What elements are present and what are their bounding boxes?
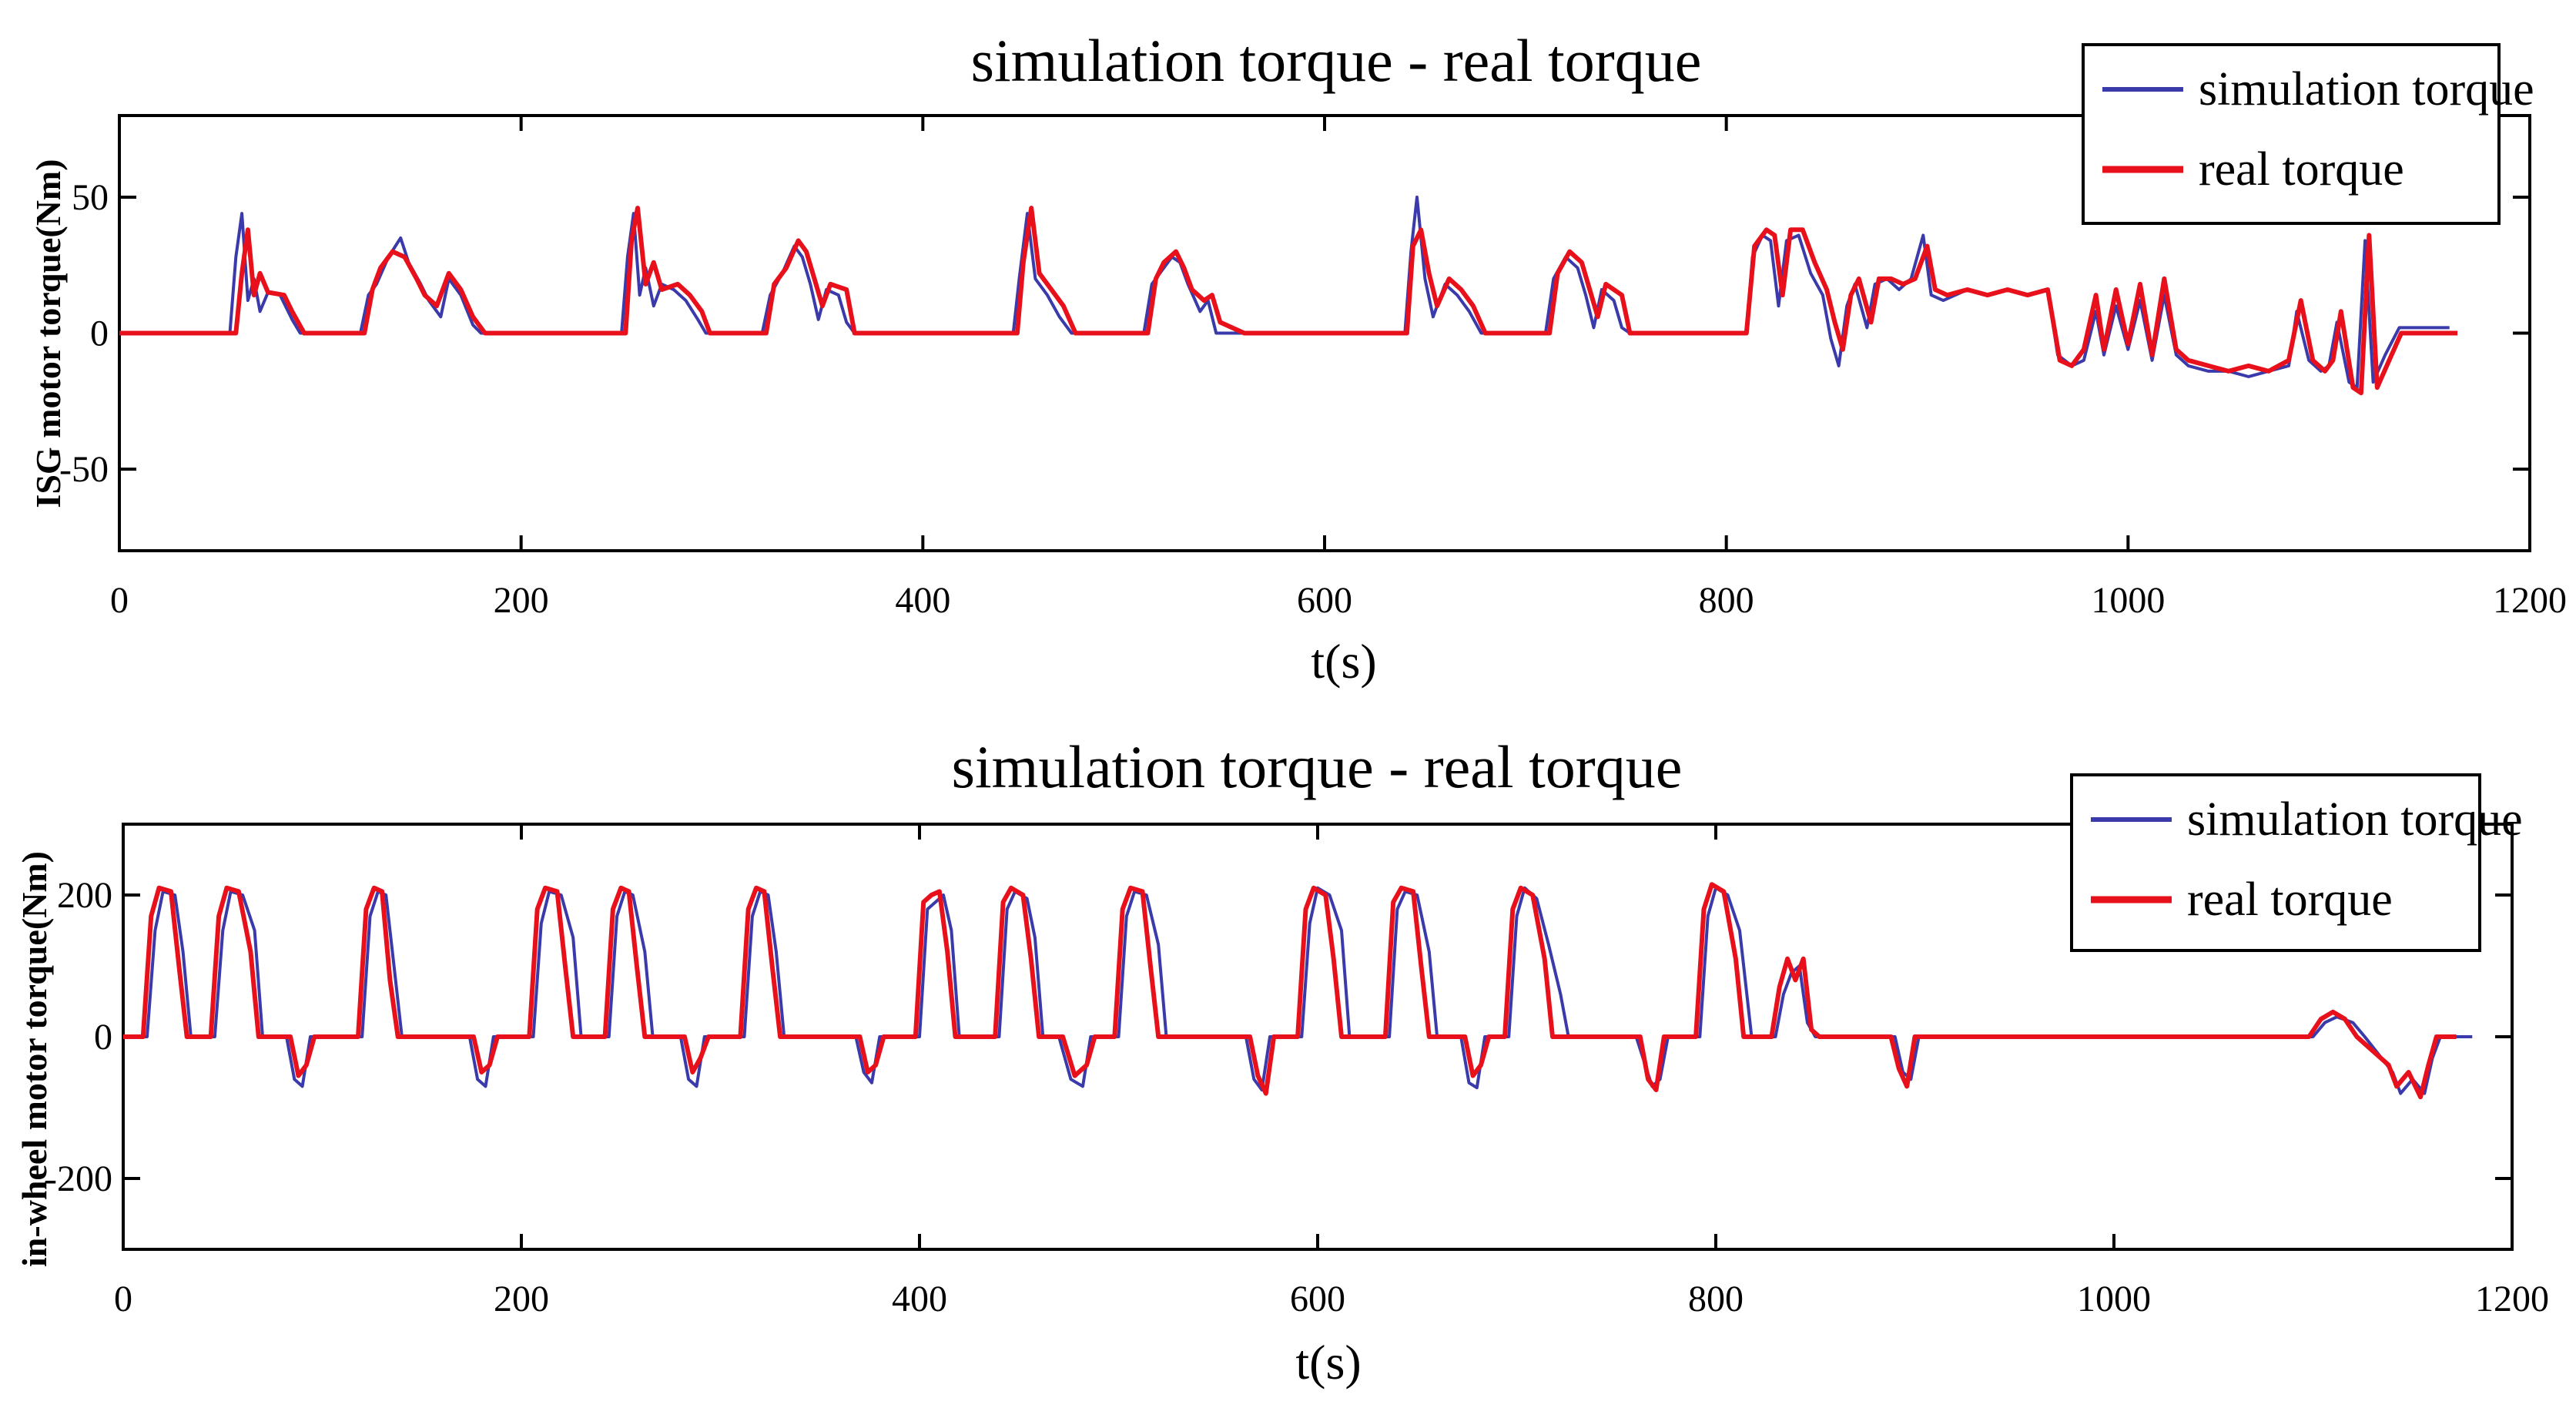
x-tick-label: 1200	[2493, 580, 2567, 621]
x-axis-label: t(s)	[1295, 1335, 1361, 1390]
y-tick-label: 0	[94, 1017, 112, 1058]
x-tick-label: 800	[1688, 1279, 1744, 1319]
x-tick-label: 0	[110, 580, 129, 621]
legend-label: real torque	[2187, 873, 2393, 926]
y-tick-label: 0	[90, 313, 109, 354]
series-line-real	[119, 206, 2458, 396]
x-tick-label: 200	[494, 580, 549, 621]
x-tick-label: 1200	[2475, 1279, 2549, 1319]
legend-box	[2070, 773, 2481, 952]
y-tick-label: 50	[72, 177, 109, 218]
y-axis-label: ISG motor torque(Nm)	[28, 159, 68, 508]
y-tick-label: -50	[59, 449, 109, 490]
x-axis-label: t(s)	[1311, 634, 1376, 689]
y-tick-label: -200	[45, 1158, 112, 1199]
y-tick-label: 200	[57, 875, 112, 916]
x-tick-label: 600	[1290, 1279, 1345, 1319]
x-tick-label: 1000	[2077, 1279, 2151, 1319]
chart-title: simulation torque - real torque	[971, 27, 1702, 94]
x-tick-label: 400	[895, 580, 950, 621]
x-tick-label: 0	[114, 1279, 132, 1319]
legend-box	[2082, 43, 2501, 225]
series-line-simulation	[119, 195, 2450, 390]
legend-label: simulation torque	[2199, 63, 2534, 116]
chart-title: simulation torque - real torque	[952, 733, 1683, 800]
series-line-real	[123, 882, 2457, 1100]
legend-label: simulation torque	[2187, 793, 2523, 846]
legend-label: real torque	[2199, 143, 2404, 196]
x-tick-label: 600	[1297, 580, 1352, 621]
x-tick-label: 800	[1699, 580, 1754, 621]
in-wheel-torque-chart: 0 200 400 600 800 1000 1200 -200 0 200 simulation …	[15, 733, 2549, 1390]
x-tick-label: 1000	[2091, 580, 2165, 621]
y-axis-label: in-wheel motor torque(Nm)	[15, 851, 54, 1267]
isg-torque-chart: 0 200 400 600 800 1000 1200 -50 0 50 simulation to…	[28, 27, 2567, 689]
x-tick-label: 400	[892, 1279, 947, 1319]
x-tick-label: 200	[494, 1279, 549, 1319]
